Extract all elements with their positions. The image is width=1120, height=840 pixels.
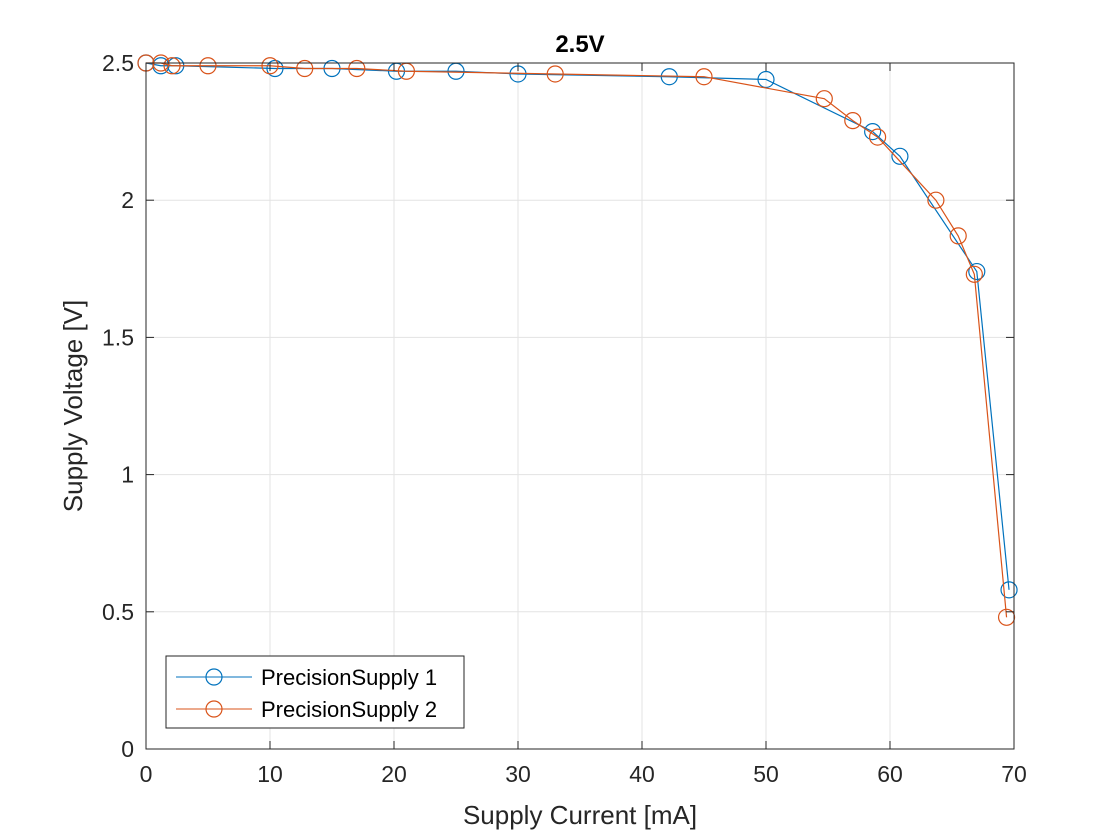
series-2-point [949, 227, 967, 245]
ticks: 0 10 20 30 40 50 60 70 0 0.5 1 1.5 2 2.5 [102, 50, 1027, 787]
series-1-point [864, 123, 882, 141]
legend-marker-1 [205, 668, 223, 686]
x-tick-label: 10 [257, 761, 283, 787]
series-2 [137, 54, 1016, 626]
series-2-point [546, 65, 564, 83]
legend-label-1: PrecisionSupply 1 [261, 665, 437, 690]
series-2-line [146, 62, 1008, 618]
y-tick-label: 1 [121, 462, 134, 488]
y-axis-label: Supply Voltage [V] [58, 300, 88, 512]
series-1-point [1000, 581, 1018, 599]
series-2-point [927, 191, 945, 209]
y-tick-label: 1.5 [102, 324, 134, 350]
x-axis-label: Supply Current [mA] [463, 800, 697, 830]
series-2-point [695, 68, 713, 86]
series-2-point [163, 57, 181, 75]
legend-entry-2: PrecisionSupply 2 [176, 697, 437, 722]
x-tick-label: 40 [629, 761, 655, 787]
legend: PrecisionSupply 1 PrecisionSupply 2 [165, 655, 465, 729]
series-2-point [965, 265, 983, 283]
x-tick-label: 50 [753, 761, 779, 787]
series-2-point [815, 90, 833, 108]
series-2-point [844, 112, 862, 130]
legend-box [165, 655, 465, 729]
series-2-point [997, 608, 1016, 626]
y-tick-label: 2.5 [102, 50, 134, 76]
series-2-point [296, 59, 314, 78]
series-1-point [968, 262, 986, 281]
y-tick-label: 0 [121, 736, 134, 762]
series-2-point [348, 59, 366, 78]
series-1-point [891, 147, 909, 165]
series-2-point [199, 57, 217, 75]
grid-lines [146, 63, 1014, 749]
x-tick-label: 30 [505, 761, 531, 787]
y-tick-label: 2 [121, 187, 134, 213]
y-tick-label: 0.5 [102, 599, 134, 625]
legend-marker-2 [205, 700, 223, 718]
series-1-point [266, 59, 284, 78]
plot-area [146, 63, 1014, 749]
legend-entry-1: PrecisionSupply 1 [176, 665, 437, 690]
legend-label-2: PrecisionSupply 2 [261, 697, 437, 722]
series-2-point [261, 57, 279, 75]
plot-frame [145, 62, 1015, 750]
x-tick-label: 20 [381, 761, 407, 787]
x-tick-label: 70 [1001, 761, 1027, 787]
chart-title: 2.5V [555, 31, 604, 58]
x-tick-label: 60 [877, 761, 903, 787]
x-tick-label: 0 [140, 761, 153, 787]
series-2-point [868, 128, 887, 146]
